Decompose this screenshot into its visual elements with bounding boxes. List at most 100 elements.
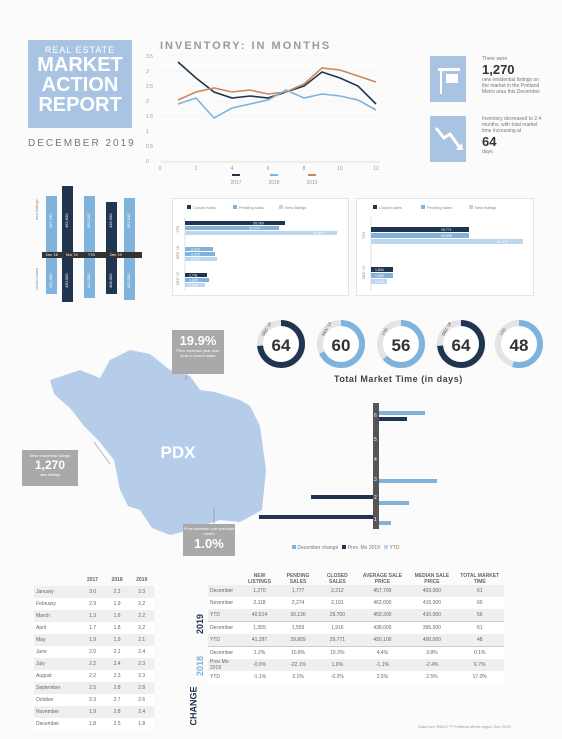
table-cell: October	[36, 697, 54, 703]
hbar2-bar-6	[371, 279, 387, 284]
change-axis	[373, 403, 379, 529]
table-cell: -2.4%	[425, 662, 439, 668]
hbar2-legend-closed: Closed sales	[379, 205, 402, 210]
hbar1-bar-5	[185, 252, 215, 256]
listings-callout-number: 1,270	[482, 62, 515, 77]
table-row: YTD 41,287 29,809 29,771 450,100 400,000 48	[208, 634, 504, 647]
inv-th-1: 2017	[86, 577, 99, 583]
inventory-callout-text2: days.	[482, 149, 494, 155]
group-change: CHANGE	[188, 686, 199, 726]
table-row: October 2.3 2.7 2.6	[34, 694, 154, 706]
y-tick-label: 0.5	[146, 144, 153, 150]
table-cell: 2.2	[138, 601, 146, 607]
table-cell: 1,270	[253, 588, 266, 594]
main-th-2: PENDING SALES	[286, 573, 310, 585]
x-tick-label: 2	[195, 166, 198, 172]
vbar-top-4	[106, 202, 117, 252]
table-cell: 1.8	[89, 721, 97, 727]
inventory-callout: Inventory decreased to 2.4 months, with …	[482, 116, 546, 155]
y-tick-label: 1.5	[146, 114, 153, 120]
hbar1-value-5: 2,373	[191, 253, 200, 257]
new-listings-map-callout: New residential listings 1,270 new listi…	[22, 450, 78, 486]
change-legend-2: Prev. Mo 2019	[347, 545, 380, 551]
table-cell: 2.5	[113, 721, 121, 727]
donut-1: 64 DEC '19	[257, 320, 305, 368]
table-cell: May	[36, 637, 46, 643]
house-sign-icon	[438, 68, 460, 94]
hbar2-bar-5	[371, 273, 393, 278]
table-cell: -1.1%	[375, 662, 389, 668]
x-tick-label: 12	[373, 166, 379, 172]
hbar1-bar-6	[185, 257, 217, 261]
table-cell: 395,000	[422, 625, 441, 631]
table-row: April 1.7 1.8 2.2	[34, 622, 154, 634]
table-cell: 1.6	[113, 613, 121, 619]
inventory-legend: 2017 2018 2019	[230, 174, 318, 186]
listings-callout: There were 1,270 new residential listing…	[482, 56, 546, 95]
hbar2-value-5: 1,859	[375, 274, 384, 278]
table-cell: January	[36, 589, 54, 595]
table-cell: 48	[476, 637, 483, 643]
table-cell: 1.9	[89, 709, 97, 715]
change-bar-1	[379, 411, 425, 415]
inventory-callout-number: 64	[482, 134, 497, 149]
change-legend-3: YTD	[389, 545, 400, 551]
x-tick-label: 0	[159, 166, 162, 172]
vbar-cat-1: Dec '18	[46, 253, 58, 257]
change-bar-7	[379, 521, 391, 525]
change-legend: December change Prev. Mo 2019 YTD	[292, 545, 492, 551]
change-legend-1: December change	[297, 545, 339, 551]
table-cell: 450,100	[373, 637, 392, 643]
table-cell: 60	[476, 600, 483, 606]
vbar-bot-value-2: 430,000	[64, 273, 69, 288]
table-cell: -0.2%	[330, 674, 344, 680]
hbar1-legend-new: New listings	[285, 205, 306, 210]
table-cell: 4.4%	[376, 650, 389, 656]
table-cell: 29,700	[329, 612, 345, 618]
table-cell: December	[210, 588, 234, 594]
y-tick-label: 1	[146, 129, 149, 135]
y-tick-label: 2.5	[146, 84, 153, 90]
table-cell: 2.0	[89, 649, 97, 655]
donut-3: 56 YTD	[377, 320, 425, 368]
vbar-bot-value-5: 400,000	[126, 273, 131, 288]
table-row: YTD -1.1% 2.1% -0.2% 2.5% 2.5% 17.0%	[208, 671, 504, 683]
main-th-4: AVERAGE SALE PRICE	[362, 573, 402, 585]
x-tick-label: 10	[337, 166, 343, 172]
donut-5: 48 YTD	[495, 320, 543, 368]
table-cell: 2.4	[113, 661, 121, 667]
table-cell: 1.2%	[253, 650, 266, 656]
table-cell: 2.1%	[292, 674, 304, 680]
x-tick-label: 4	[231, 166, 234, 172]
table-cell: 2.5%	[376, 674, 389, 680]
donut-2: 60 NOV '19	[317, 320, 365, 368]
table-cell: 459,200	[373, 612, 392, 618]
table-row: June 2.0 2.1 2.4	[34, 646, 154, 658]
table-cell: 2.2	[113, 589, 121, 595]
main-th-1: NEW LISTINGS	[247, 573, 272, 585]
vbar-top-value-2: 462,600	[64, 213, 69, 228]
price-yoy-text: Price increase year over year in closed …	[176, 348, 220, 358]
table-cell: -1.1%	[252, 674, 267, 680]
market-time-donuts: 64 DEC '19 60 NOV '19 56 YTD 64 DEC '18 …	[257, 320, 543, 368]
vbar-top-value-5: 451,000	[126, 213, 131, 228]
title-line4: REPORT	[38, 94, 122, 116]
hbar-panel-2: Closed sales Pending sales New listings …	[356, 198, 534, 296]
vbar-bot-value-1: 415,000	[48, 273, 53, 288]
table-cell: 2.9	[89, 601, 97, 607]
change-bar-3	[379, 479, 437, 483]
table-row: November 2,118 2,274 2,191 462,600 415,000 60	[208, 597, 504, 609]
table-cell: 2.3	[89, 697, 97, 703]
donut-4: 64 DEC '18	[437, 320, 485, 368]
hbar1-legend-closed: Closed sales	[193, 205, 216, 210]
table-cell: 40,514	[251, 612, 268, 618]
x-tick-label: 6	[267, 166, 270, 172]
table-cell: 2,274	[291, 600, 305, 606]
table-cell: YTD	[210, 637, 220, 643]
report-title-box: REAL ESTATE MARKET ACTION REPORT	[28, 40, 132, 128]
main-th-5: MEDIAN SALE PRICE	[414, 573, 450, 585]
table-cell: 2.2	[138, 625, 146, 631]
table-cell: 462,600	[373, 600, 392, 606]
vbar-bot-5	[124, 258, 135, 300]
table-cell: 30,130	[290, 612, 306, 618]
